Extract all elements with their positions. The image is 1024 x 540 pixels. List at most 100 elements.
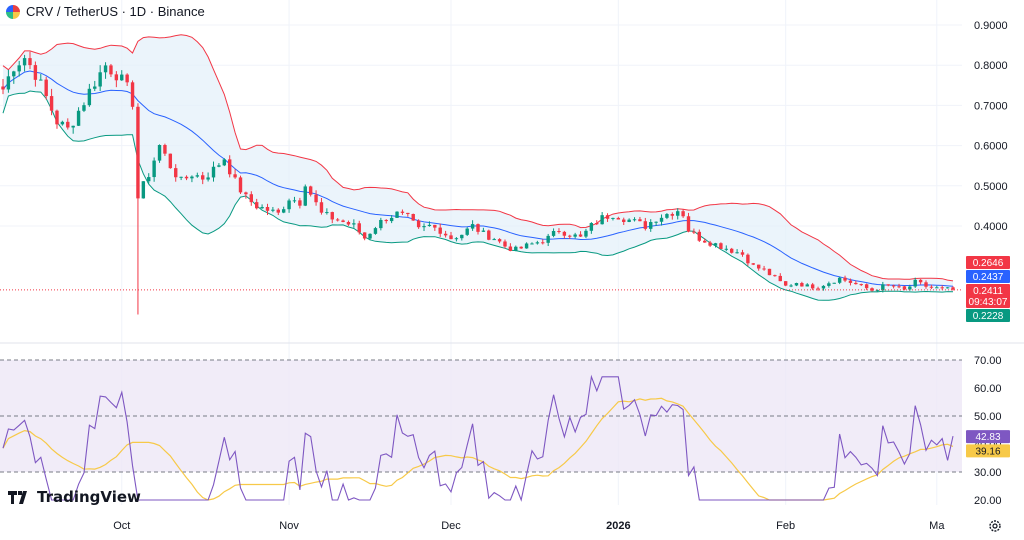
candle-body <box>870 288 874 291</box>
candle-body <box>438 227 442 234</box>
candle-body <box>71 125 75 128</box>
candle-body <box>551 231 556 236</box>
candle-body <box>6 76 11 90</box>
rsi-value-badge: 42.83 <box>966 430 1010 444</box>
candle-body <box>756 264 761 269</box>
candle-body <box>87 88 92 106</box>
candle-body <box>622 219 626 223</box>
candle-body <box>908 286 912 290</box>
candle <box>600 212 604 225</box>
candle <box>308 185 313 197</box>
candle-body <box>605 215 610 219</box>
candle-body <box>28 58 32 66</box>
candle <box>217 163 221 168</box>
candle-body <box>449 235 453 240</box>
candle <box>875 289 880 292</box>
candle-body <box>184 176 189 179</box>
axes: 0.9000 0.8000 0.7000 0.6000 0.5000 0.4000 70.0… <box>113 20 1007 532</box>
candle <box>179 176 183 181</box>
candle-body <box>832 282 836 284</box>
candle <box>87 83 92 107</box>
candle-body <box>433 224 437 228</box>
candle <box>6 69 11 93</box>
candle <box>60 120 65 126</box>
candle-body <box>692 231 696 233</box>
candle-body <box>783 281 788 286</box>
candle <box>157 144 162 163</box>
candle-body <box>39 79 43 81</box>
candle <box>859 283 863 286</box>
candle-body <box>82 105 86 111</box>
candle-body <box>465 228 469 235</box>
candle-body <box>595 223 599 225</box>
candle <box>184 175 189 181</box>
candle-body <box>60 121 65 125</box>
candle <box>557 228 561 234</box>
candle-body <box>487 230 491 240</box>
candle-body <box>368 233 372 239</box>
candle <box>632 217 637 222</box>
time-tick-label: Dec <box>441 520 461 532</box>
price-tick-label: 0.4000 <box>974 221 1008 233</box>
candle-body <box>810 284 815 289</box>
rsi-band-fill <box>0 360 962 472</box>
candle-body <box>395 211 399 218</box>
candle <box>28 51 32 70</box>
candle-body <box>416 220 421 228</box>
candle-body <box>49 96 54 111</box>
candle-body <box>76 110 81 126</box>
candle <box>400 209 405 215</box>
candle <box>319 197 324 215</box>
rsi-value-badge-bg <box>966 430 1010 444</box>
candle <box>222 158 227 167</box>
candle <box>929 284 934 290</box>
candle <box>147 173 151 184</box>
candle <box>535 240 540 245</box>
candle <box>373 226 378 235</box>
candle-body <box>335 219 340 221</box>
candle-body <box>125 74 129 83</box>
candle <box>627 218 631 223</box>
candle-body <box>287 200 291 210</box>
candle <box>951 286 955 291</box>
candle <box>514 245 518 252</box>
last-price-badge-text: 0.2411 <box>973 286 1003 297</box>
settings-gear-icon[interactable] <box>988 519 1002 533</box>
candle-body <box>427 224 432 227</box>
candle-body <box>848 280 853 283</box>
candle-body <box>103 65 108 73</box>
candle-body <box>244 192 248 195</box>
candle <box>729 247 734 254</box>
candle-body <box>654 221 658 223</box>
candle-body <box>152 160 156 178</box>
candle <box>211 161 216 182</box>
candle <box>692 228 696 235</box>
candle <box>827 281 831 288</box>
candle-body <box>562 231 567 236</box>
candle <box>800 281 804 287</box>
candle-body <box>276 209 280 213</box>
candle-body <box>157 144 162 161</box>
candle <box>168 153 173 169</box>
candle <box>287 198 291 213</box>
candle-body <box>751 263 755 265</box>
candle <box>271 206 275 213</box>
candle <box>719 242 723 250</box>
candle-body <box>821 285 826 289</box>
candle <box>735 249 739 254</box>
candle-body <box>584 230 588 237</box>
candle-body <box>460 234 464 239</box>
candle-body <box>557 231 561 233</box>
candle <box>460 234 464 241</box>
candle <box>584 228 588 239</box>
candle-body <box>897 286 901 288</box>
candle <box>724 245 728 252</box>
candle-body <box>238 177 243 193</box>
candle <box>789 284 793 288</box>
bb-fill <box>3 34 953 301</box>
candle <box>616 216 621 220</box>
candle-body <box>945 287 950 289</box>
candle <box>864 283 869 291</box>
